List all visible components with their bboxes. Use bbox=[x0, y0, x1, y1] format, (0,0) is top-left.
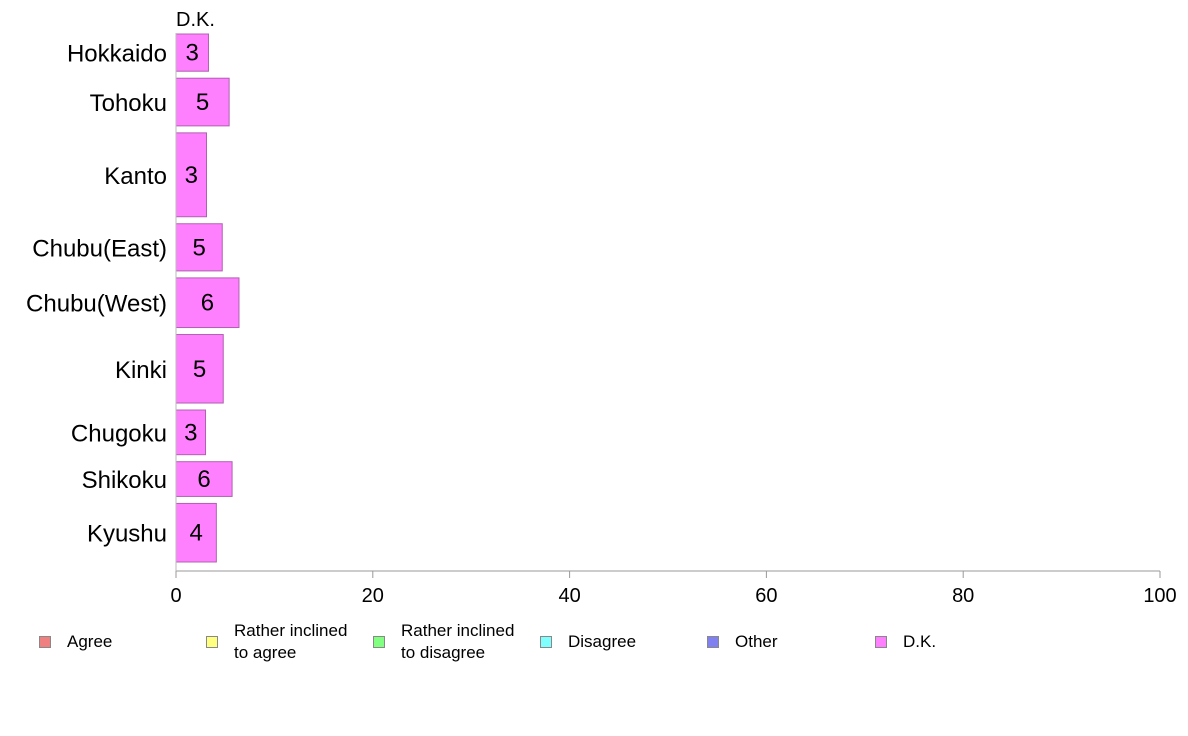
category-label: Chubu(East) bbox=[32, 235, 167, 262]
bar-tohoku bbox=[175, 77, 230, 127]
data-label: 4 bbox=[189, 520, 202, 547]
data-label: 5 bbox=[196, 89, 209, 116]
data-label: 3 bbox=[184, 419, 197, 446]
legend-item: Agree bbox=[39, 620, 112, 664]
data-label: 3 bbox=[186, 40, 199, 67]
legend: Agree Rather inclined to agree Rather incl… bbox=[0, 620, 1188, 670]
x-tick-label: 0 bbox=[170, 585, 181, 607]
category-label: Kinki bbox=[115, 357, 167, 384]
data-label: 6 bbox=[201, 290, 214, 317]
x-tick-label: 80 bbox=[952, 585, 974, 607]
legend-label: Other bbox=[735, 632, 778, 651]
x-tick-label: 40 bbox=[558, 585, 580, 607]
legend-item: D.K. bbox=[875, 620, 936, 664]
bar-chubu-west bbox=[175, 277, 240, 329]
legend-swatch bbox=[707, 636, 719, 648]
legend-swatch bbox=[206, 636, 218, 648]
category-label: Kanto bbox=[104, 163, 167, 190]
category-label: Chubu(West) bbox=[26, 291, 167, 318]
data-label: 6 bbox=[197, 466, 210, 493]
legend-label: Rather inclined to agree bbox=[234, 621, 348, 662]
bars-group: 3 Hokkaido 5 Tohoku 3 Kanto 5 Chubu(East) 6 Chubu… bbox=[26, 33, 240, 563]
category-label: Chugoku bbox=[71, 420, 167, 447]
data-label: 3 bbox=[185, 162, 198, 189]
data-label: 5 bbox=[193, 356, 206, 383]
bar-chubu-east bbox=[175, 223, 223, 272]
x-tick-label: 20 bbox=[362, 585, 384, 607]
series-header: D.K. bbox=[176, 9, 215, 31]
x-tick-label: 60 bbox=[755, 585, 777, 607]
data-label: 5 bbox=[192, 234, 205, 261]
legend-label: D.K. bbox=[903, 632, 937, 651]
legend-swatch bbox=[540, 636, 552, 648]
bar-chugoku bbox=[175, 409, 207, 456]
legend-swatch bbox=[875, 636, 887, 648]
category-label: Kyushu bbox=[87, 521, 167, 548]
bar-kanto bbox=[175, 132, 208, 218]
chart: D.K. 3 Hokkaido 5 Tohoku 3 Kanto 5 Chubu(East) 6… bbox=[26, 9, 1177, 607]
legend-swatch bbox=[39, 636, 51, 648]
legend-label: Disagree bbox=[568, 632, 637, 651]
x-axis: 0 20 40 60 80 100 bbox=[170, 34, 1177, 607]
legend-label: Agree bbox=[67, 632, 113, 651]
category-label: Hokkaido bbox=[67, 41, 167, 68]
legend-label: Rather inclined to disagree bbox=[401, 621, 515, 662]
legend-item: Rather inclined to disagree bbox=[373, 620, 514, 664]
category-label: Tohoku bbox=[90, 90, 167, 117]
legend-item: Disagree bbox=[540, 620, 636, 664]
legend-item: Rather inclined to agree bbox=[206, 620, 347, 664]
legend-item: Other bbox=[707, 620, 778, 664]
category-label: Shikoku bbox=[82, 467, 167, 494]
x-tick-label: 100 bbox=[1143, 585, 1176, 607]
legend-swatch bbox=[373, 636, 385, 648]
